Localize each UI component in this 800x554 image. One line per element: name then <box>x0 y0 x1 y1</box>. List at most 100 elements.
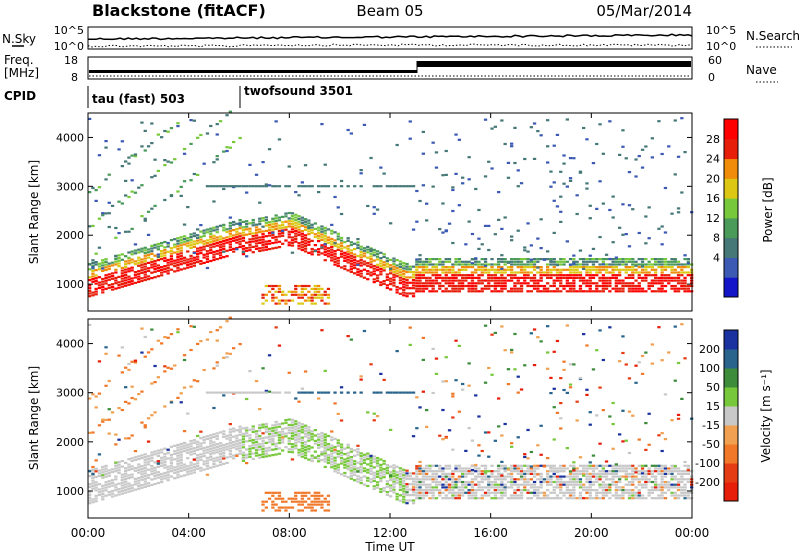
velocity-cell <box>290 448 295 451</box>
power-cell <box>451 274 455 277</box>
velocity-cell <box>447 478 452 481</box>
power-cell <box>529 279 533 282</box>
power-cell <box>248 243 252 246</box>
power-cell <box>467 156 471 159</box>
velocity-cell <box>575 475 579 478</box>
velocity-cell <box>480 497 484 500</box>
velocity-cell <box>179 453 183 456</box>
velocity-cell <box>461 494 465 497</box>
velocity-cell <box>232 446 236 449</box>
power-cell <box>317 226 321 229</box>
velocity-cell <box>137 479 141 482</box>
power-cell <box>572 268 576 271</box>
velocity-cell <box>294 425 298 428</box>
power-cell <box>457 287 461 290</box>
velocity-cell <box>166 457 170 460</box>
power-cell <box>346 255 350 259</box>
velocity-cell <box>241 391 246 394</box>
power-cell <box>261 230 265 233</box>
velocity-cell <box>114 486 118 489</box>
power-cell <box>343 241 347 244</box>
power-cell <box>366 204 370 208</box>
power-cell <box>238 245 242 249</box>
velocity-cell <box>480 472 484 475</box>
velocity-cell <box>395 471 399 474</box>
velocity-cell <box>245 426 249 429</box>
power-cell <box>349 252 353 255</box>
velocity-cell <box>428 467 432 470</box>
power-cell <box>582 258 586 261</box>
power-cell <box>91 186 95 190</box>
velocity-cell <box>146 476 151 479</box>
power-cell <box>192 243 196 246</box>
velocity-cell <box>624 363 628 366</box>
velocity-cell <box>317 444 321 447</box>
velocity-cell <box>330 460 334 463</box>
power-cell <box>582 126 586 130</box>
velocity-cell <box>375 459 380 462</box>
velocity-cell <box>676 483 681 486</box>
velocity-cell <box>333 467 337 470</box>
power-cell <box>97 286 102 290</box>
power-cell <box>88 276 92 279</box>
power-cell <box>317 250 321 253</box>
power-cell <box>503 216 507 219</box>
velocity-cell <box>513 467 517 470</box>
power-cell <box>107 201 111 204</box>
velocity-cell <box>493 439 497 442</box>
power-cell <box>310 226 314 229</box>
power-cell <box>258 217 262 220</box>
power-cell <box>241 250 246 254</box>
power-cell <box>434 279 439 282</box>
velocity-cell <box>398 480 403 483</box>
power-cell <box>562 263 566 266</box>
power-cell <box>179 268 183 271</box>
power-cell <box>454 263 458 266</box>
power-cell <box>392 284 396 287</box>
power-cell <box>196 261 200 264</box>
velocity-cell <box>434 372 439 375</box>
velocity-cell <box>182 444 187 447</box>
velocity-cell <box>434 483 439 486</box>
velocity-cell <box>290 497 295 500</box>
velocity-cell <box>117 469 121 472</box>
velocity-cell <box>660 475 664 478</box>
velocity-cell <box>523 464 527 467</box>
power-cell <box>657 282 661 285</box>
power-cell <box>343 267 347 271</box>
velocity-cell <box>294 500 298 503</box>
power-cell <box>330 248 334 251</box>
power-cell <box>395 185 399 188</box>
velocity-cell <box>421 494 425 497</box>
velocity-cell <box>163 455 167 458</box>
power-cell <box>464 263 468 266</box>
velocity-cell <box>281 449 285 452</box>
velocity-cell <box>457 497 461 500</box>
power-cell <box>94 287 98 290</box>
velocity-cell <box>510 445 514 448</box>
power-cell <box>261 243 265 246</box>
power-cell <box>359 269 363 272</box>
power-cell <box>510 271 514 274</box>
power-cell <box>225 146 229 149</box>
power-cell <box>130 253 134 256</box>
velocity-cell <box>519 497 524 500</box>
velocity-cell <box>500 472 504 475</box>
power-cell <box>513 290 517 293</box>
velocity-cell <box>519 470 524 473</box>
power-cell <box>375 250 380 253</box>
power-cell <box>182 259 187 262</box>
velocity-cell <box>536 336 540 339</box>
power-cell <box>640 148 645 151</box>
power-cell <box>477 290 481 293</box>
velocity-cell <box>366 484 370 488</box>
velocity-cell <box>490 373 494 376</box>
velocity-cell <box>405 494 409 497</box>
velocity-cell <box>523 455 527 459</box>
power-cell <box>307 238 311 241</box>
velocity-cell <box>425 486 429 489</box>
velocity-cell <box>173 469 177 472</box>
velocity-cell <box>546 351 550 354</box>
power-cell <box>526 276 530 279</box>
power-cell <box>150 263 154 266</box>
